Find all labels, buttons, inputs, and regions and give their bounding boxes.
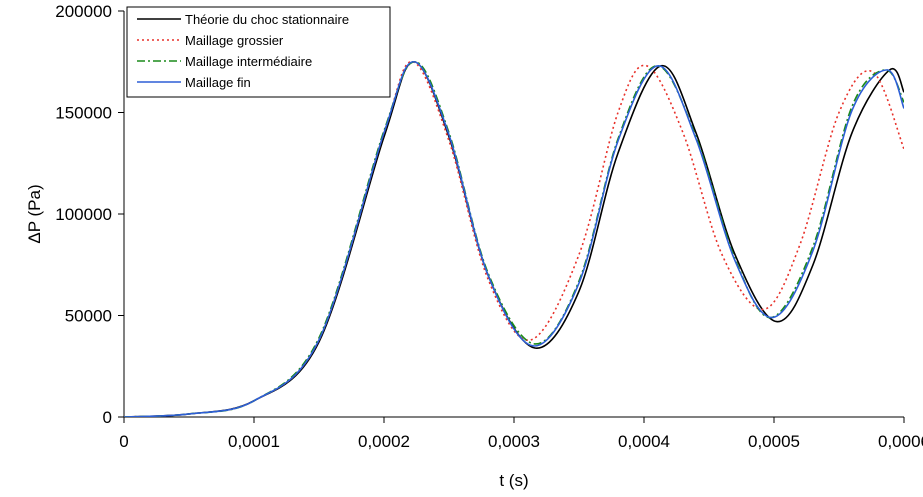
- y-tick-label: 0: [103, 408, 112, 427]
- series-line-theorie-du-choc-stationnaire: [124, 60, 904, 417]
- x-tick-label: 0,0003: [488, 432, 540, 451]
- legend-label-maillage-fin: Maillage fin: [185, 75, 251, 90]
- legend-label-maillage-grossier: Maillage grossier: [185, 33, 284, 48]
- plot-area: 0 0,0001 0,0002 0,0003 0,0004 0,0005 0,0006 0 50…: [55, 2, 923, 451]
- series-line-maillage-fin: [124, 60, 904, 417]
- y-tick-label: 150000: [55, 104, 112, 123]
- series-line-maillage-intermediaire: [124, 60, 904, 417]
- y-tick-label: 100000: [55, 205, 112, 224]
- x-tick-label: 0,0005: [748, 432, 800, 451]
- x-tick-label: 0,0004: [618, 432, 670, 451]
- x-tick-label: 0,0001: [228, 432, 280, 451]
- y-tick-label: 50000: [65, 307, 112, 326]
- x-tick-label: 0,0006: [878, 432, 923, 451]
- legend-label-maillage-intermediaire: Maillage intermédiaire: [185, 54, 312, 69]
- y-axis-label: ΔP (Pa): [25, 184, 44, 243]
- x-tick-label: 0,0002: [358, 432, 410, 451]
- x-axis-label: t (s): [499, 471, 528, 490]
- series-line-maillage-grossier: [124, 60, 904, 417]
- series-group: [124, 60, 904, 417]
- axis-ticks: 0 0,0001 0,0002 0,0003 0,0004 0,0005 0,0006 0 50…: [55, 2, 923, 451]
- y-tick-label: 200000: [55, 2, 112, 21]
- legend: Théorie du choc stationnaire Maillage gro…: [126, 6, 391, 98]
- x-tick-label: 0: [119, 432, 128, 451]
- legend-label-theorie-du-choc-stationnaire: Théorie du choc stationnaire: [185, 12, 349, 27]
